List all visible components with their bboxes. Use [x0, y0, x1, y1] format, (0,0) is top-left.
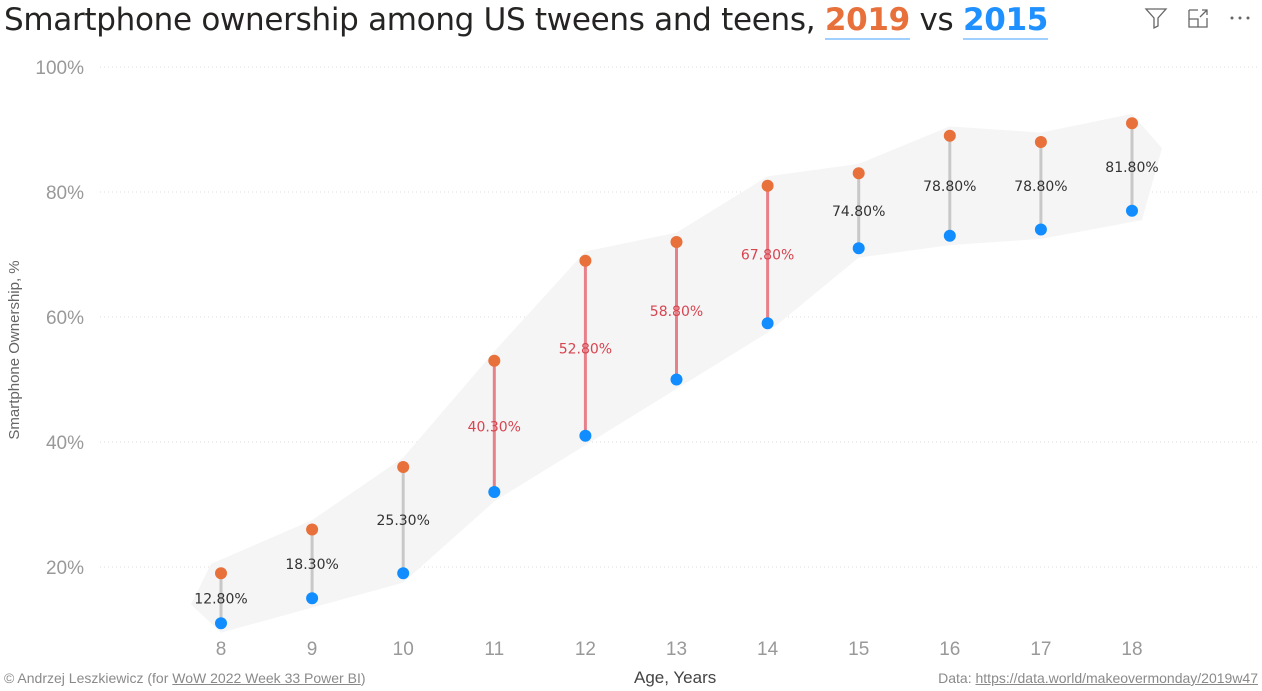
credit-text: © Andrzej Leszkiewicz (for	[4, 670, 173, 686]
focus-mode-icon[interactable]	[1186, 6, 1210, 30]
y-tick-label: 60%	[46, 308, 84, 329]
point-2019	[306, 523, 319, 536]
point-2015	[943, 229, 956, 242]
data-label: 78.80%	[923, 179, 976, 195]
x-tick-label: 18	[1121, 639, 1142, 660]
point-2019	[943, 129, 956, 142]
data-label: 52.80%	[559, 341, 612, 357]
x-tick-label: 16	[939, 639, 960, 660]
point-2015	[215, 617, 227, 630]
x-tick-label: 11	[484, 639, 504, 660]
point-2019	[852, 167, 865, 180]
y-tick-label: 100%	[35, 58, 84, 79]
point-2015	[852, 242, 865, 255]
more-options-icon[interactable]	[1228, 6, 1252, 30]
x-tick-label: 14	[757, 639, 779, 660]
x-tick-label: 17	[1030, 639, 1051, 660]
point-2015	[397, 567, 410, 580]
point-2019	[215, 567, 227, 580]
credit-link[interactable]: WoW 2022 Week 33 Power BI	[172, 670, 361, 686]
x-tick-label: 9	[307, 639, 318, 660]
point-2015	[306, 592, 319, 605]
year-2019-link[interactable]: 2019	[824, 2, 910, 40]
year-2015-link[interactable]: 2015	[962, 2, 1049, 40]
credit-suffix: )	[360, 670, 366, 686]
x-axis-title: Age, Years	[634, 668, 717, 687]
x-tick-label: 15	[848, 639, 869, 660]
data-label: 81.80%	[1105, 160, 1158, 176]
data-label: 78.80%	[1014, 179, 1067, 195]
chart-title: Smartphone ownership among US tweens and…	[4, 2, 1049, 40]
filter-icon[interactable]	[1144, 6, 1168, 30]
data-label: 40.30%	[468, 419, 521, 435]
y-axis-title: Smartphone Ownership, %	[6, 260, 23, 439]
data-label: 12.80%	[194, 591, 247, 607]
y-tick-label: 40%	[46, 433, 84, 454]
data-label: 25.30%	[377, 513, 430, 529]
x-tick-label: 13	[666, 639, 687, 660]
y-tick-label: 20%	[46, 558, 84, 579]
point-2019	[761, 179, 774, 192]
data-source-label: Data:	[938, 670, 976, 686]
point-2015	[1034, 223, 1047, 236]
x-tick-label: 8	[216, 639, 227, 660]
point-2015	[670, 373, 683, 386]
x-tick-label: 12	[575, 639, 596, 660]
data-label: 18.30%	[285, 557, 338, 573]
point-2015	[488, 486, 501, 498]
point-2019	[670, 236, 683, 248]
point-2019	[488, 354, 501, 367]
point-2019	[397, 461, 410, 473]
point-2019	[1034, 136, 1047, 148]
point-2015	[761, 317, 774, 330]
credit: © Andrzej Leszkiewicz (for WoW 2022 Week…	[4, 670, 366, 686]
data-source-link[interactable]: https://data.world/makeovermonday/2019w4…	[975, 670, 1259, 686]
y-tick-label: 80%	[46, 183, 84, 204]
point-2015	[1126, 204, 1138, 217]
data-label: 58.80%	[650, 304, 703, 320]
point-2019	[1126, 117, 1138, 130]
point-2019	[579, 254, 592, 267]
data-source: Data: https://data.world/makeovermonday/…	[938, 670, 1258, 686]
data-label: 74.80%	[832, 204, 885, 220]
title-text: Smartphone ownership among US tweens and…	[4, 2, 816, 38]
title-vs: vs	[919, 2, 954, 38]
point-2015	[579, 429, 592, 442]
data-label: 67.80%	[741, 248, 794, 264]
x-tick-label: 10	[393, 639, 414, 660]
